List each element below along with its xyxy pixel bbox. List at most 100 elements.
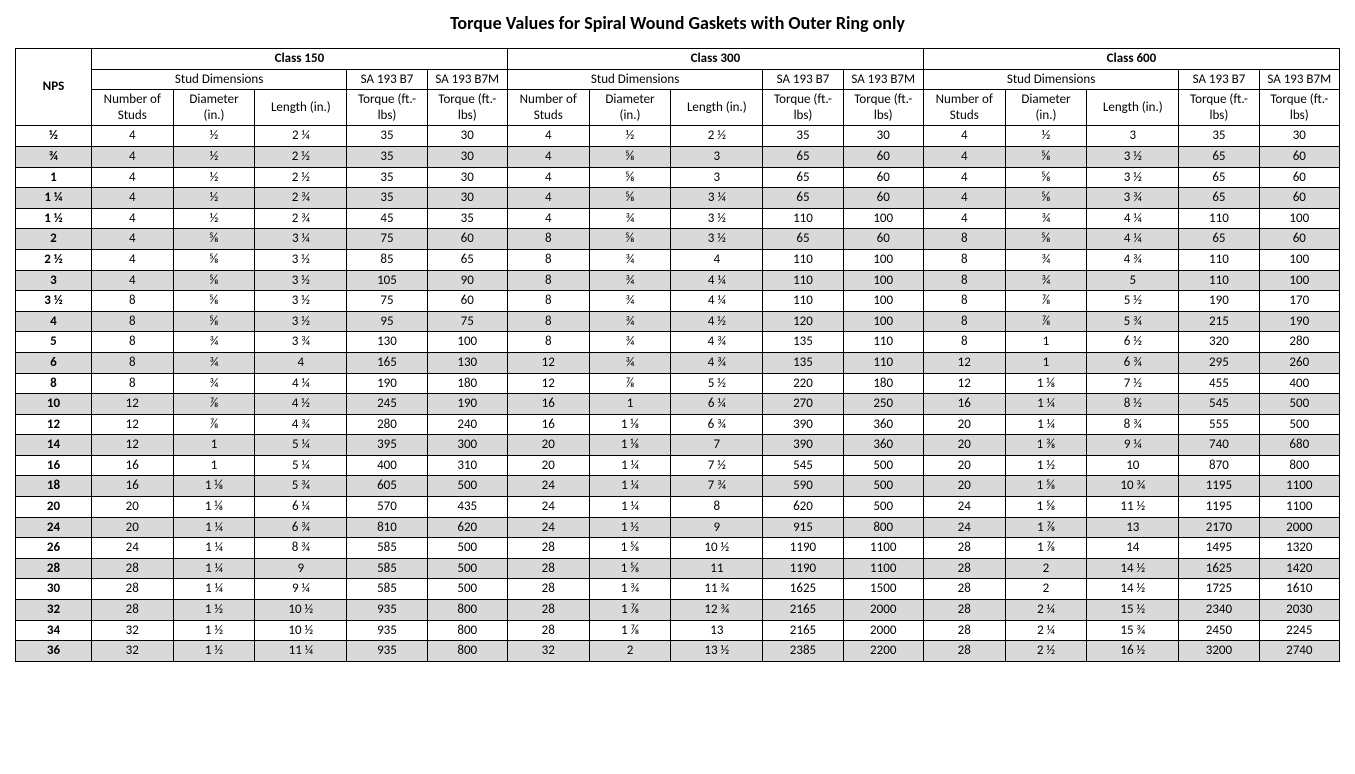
table-row: 28281 ¼9585500281 ⅝111190110028214 ½1625… [16,558,1340,579]
table-row: 1212⅞4 ¾280240161 ⅛6 ¾390360201 ¼8 ¾5555… [16,414,1340,435]
hdr-b7-150: SA 193 B7 [347,69,427,90]
cell-150-len: 9 ¼ [255,579,347,600]
cell-600-b7: 35 [1179,126,1259,147]
cell-600-len: 6 ¾ [1087,352,1179,373]
table-row: 1 ½4½2 ¾45354¾3 ½1101004¾4 ¼110100 [16,208,1340,229]
cell-150-num: 4 [91,249,173,270]
cell-600-num: 4 [923,208,1005,229]
cell-150-dia: ¾ [173,332,255,353]
cell-300-dia: ¾ [589,352,671,373]
cell-150-num: 12 [91,394,173,415]
cell-150-len: 9 [255,558,347,579]
cell-150-b7m: 435 [427,497,507,518]
cell-300-b7m: 250 [843,394,923,415]
cell-300-b7m: 100 [843,291,923,312]
cell-150-b7: 810 [347,517,427,538]
hdr-b7-600: SA 193 B7 [1179,69,1259,90]
table-row: 30281 ¼9 ¼585500281 ¾11 ¾1625150028214 ½… [16,579,1340,600]
cell-600-dia: ⅞ [1005,311,1087,332]
cell-600-num: 8 [923,291,1005,312]
cell-600-dia: 2 ½ [1005,641,1087,662]
cell-600-b7: 215 [1179,311,1259,332]
cell-150-b7m: 310 [427,455,507,476]
cell-150-num: 8 [91,332,173,353]
cell-150-b7m: 300 [427,435,507,456]
cell-150-len: 3 ½ [255,291,347,312]
cell-nps: ¾ [16,146,92,167]
cell-300-b7m: 60 [843,229,923,250]
cell-300-num: 24 [507,517,589,538]
cell-nps: 30 [16,579,92,600]
cell-600-len: 14 ½ [1087,579,1179,600]
cell-600-num: 28 [923,579,1005,600]
table-row: 68¾416513012¾4 ¾1351101216 ¾295260 [16,352,1340,373]
cell-150-dia: 1 ¼ [173,517,255,538]
cell-600-dia: ¾ [1005,270,1087,291]
cell-300-b7: 135 [763,352,843,373]
cell-300-num: 28 [507,558,589,579]
cell-150-b7: 35 [347,188,427,209]
cell-150-len: 2 ¼ [255,126,347,147]
cell-150-b7: 585 [347,558,427,579]
cell-600-dia: 1 ⅜ [1005,435,1087,456]
cell-600-b7: 65 [1179,146,1259,167]
cell-600-len: 3 ¾ [1087,188,1179,209]
cell-600-num: 4 [923,146,1005,167]
cell-300-num: 24 [507,497,589,518]
cell-150-b7: 35 [347,167,427,188]
hdr-tq2-150: Torque (ft.-lbs) [427,90,507,126]
cell-300-dia: 1 ⅝ [589,558,671,579]
cell-150-len: 11 ¼ [255,641,347,662]
cell-600-dia: 1 ⅞ [1005,517,1087,538]
cell-150-b7: 395 [347,435,427,456]
cell-600-b7: 2340 [1179,600,1259,621]
cell-600-dia: 1 ⅝ [1005,476,1087,497]
cell-600-dia: ¾ [1005,208,1087,229]
cell-600-dia: ⅝ [1005,167,1087,188]
cell-150-b7m: 30 [427,146,507,167]
cell-600-b7: 110 [1179,208,1259,229]
cell-300-num: 8 [507,229,589,250]
cell-150-dia: ½ [173,146,255,167]
table-body: ½4½2 ¼35304½2 ½35304½33530¾4½2 ½35304⅝36… [16,126,1340,661]
table-row: 14½2 ½35304⅝365604⅝3 ½6560 [16,167,1340,188]
cell-600-len: 4 ¼ [1087,208,1179,229]
cell-600-b7m: 100 [1259,249,1339,270]
cell-600-b7m: 60 [1259,188,1339,209]
cell-300-dia: 1 ¼ [589,455,671,476]
cell-600-len: 10 [1087,455,1179,476]
cell-300-num: 12 [507,352,589,373]
table-row: 36321 ½11 ¼93580032213 ½23852200282 ½16 … [16,641,1340,662]
cell-300-dia: 1 ¼ [589,497,671,518]
cell-600-len: 5 ½ [1087,291,1179,312]
cell-nps: 5 [16,332,92,353]
cell-600-b7: 1625 [1179,558,1259,579]
cell-300-b7m: 500 [843,497,923,518]
hdr-num-300: Number of Studs [507,90,589,126]
cell-600-b7m: 2030 [1259,600,1339,621]
cell-600-dia: 1 [1005,352,1087,373]
cell-300-len: 7 ¾ [671,476,763,497]
cell-300-len: 5 ½ [671,373,763,394]
cell-nps: ½ [16,126,92,147]
cell-600-b7: 870 [1179,455,1259,476]
cell-300-b7: 35 [763,126,843,147]
cell-150-num: 24 [91,538,173,559]
cell-150-num: 20 [91,517,173,538]
cell-300-dia: ¾ [589,249,671,270]
table-row: 24⅝3 ¼75608⅝3 ½65608⅝4 ¼6560 [16,229,1340,250]
cell-150-b7: 935 [347,600,427,621]
cell-nps: 12 [16,414,92,435]
cell-150-dia: ⅞ [173,394,255,415]
cell-600-num: 8 [923,332,1005,353]
cell-150-len: 2 ¾ [255,208,347,229]
cell-300-b7: 110 [763,291,843,312]
cell-300-len: 2 ½ [671,126,763,147]
cell-600-b7m: 280 [1259,332,1339,353]
hdr-tq1-300: Torque (ft.-lbs) [763,90,843,126]
cell-150-len: 3 ¼ [255,229,347,250]
cell-300-dia: 2 [589,641,671,662]
cell-nps: 32 [16,600,92,621]
cell-600-b7: 455 [1179,373,1259,394]
cell-300-len: 3 ½ [671,208,763,229]
